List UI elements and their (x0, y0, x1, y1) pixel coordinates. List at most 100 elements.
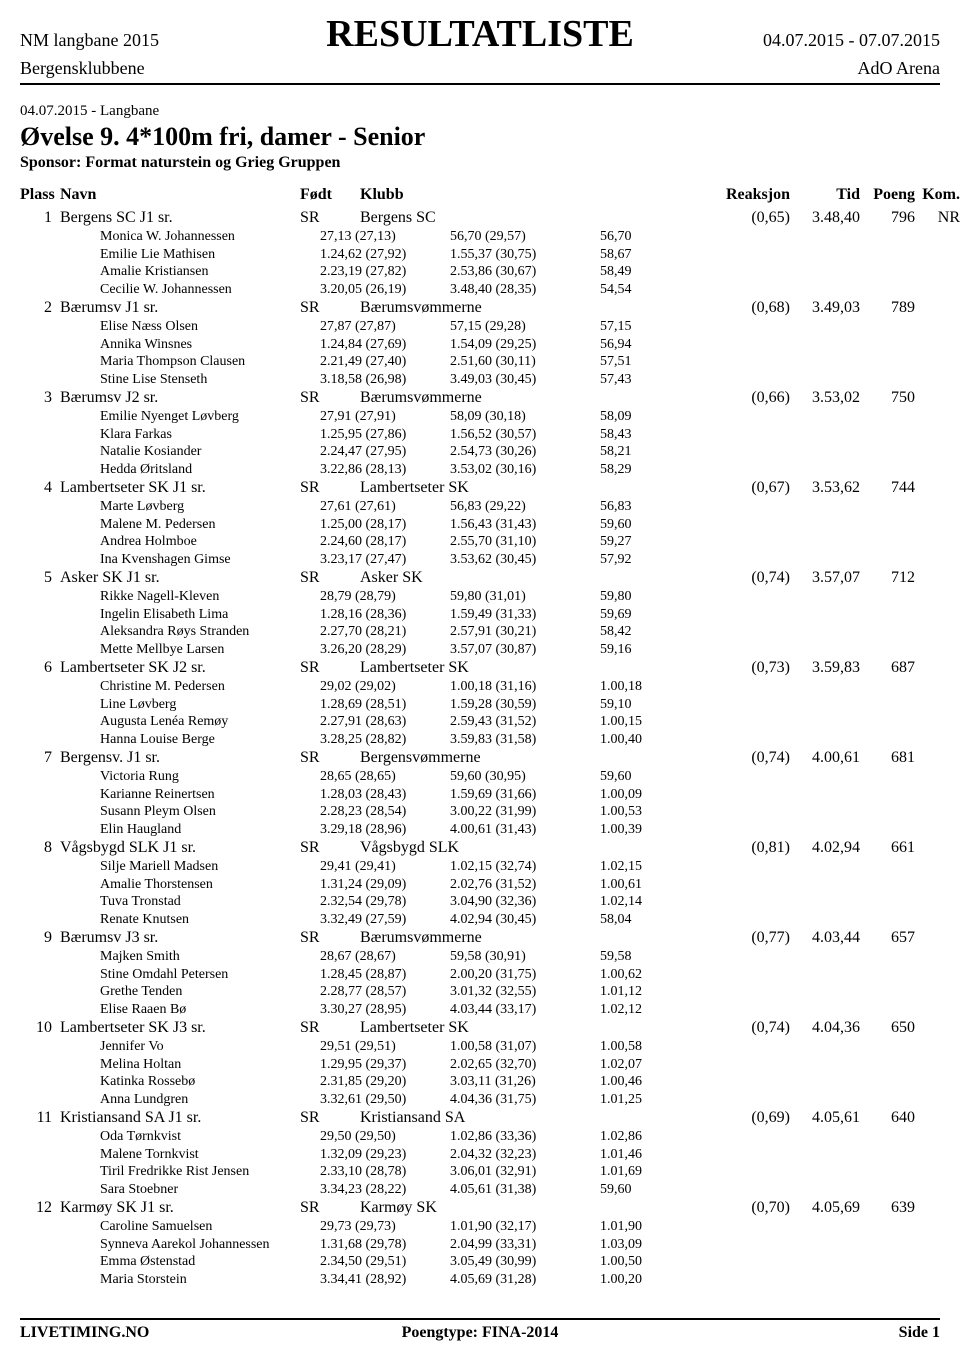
swimmer-split-1: 28,79 (28,79) (320, 588, 450, 606)
swimmer-leg-time: 58,67 (600, 246, 720, 264)
team-club: Kristiansand SA (360, 1108, 680, 1128)
swimmer-indent (20, 678, 100, 696)
team-name: Lambertseter SK J2 sr. (60, 658, 300, 678)
swimmer-split-1: 3.32,61 (29,50) (320, 1091, 450, 1109)
team-comment (915, 1108, 960, 1128)
team-row: 1Bergens SC J1 sr.SRBergens SC(0,65)3.48… (20, 208, 940, 228)
swimmer-split-1: 2.27,70 (28,21) (320, 623, 450, 641)
team-club: Lambertseter SK (360, 478, 680, 498)
swimmer-leg-time: 57,92 (600, 551, 720, 569)
swimmer-leg-time: 56,70 (600, 228, 720, 246)
swimmer-indent (20, 606, 100, 624)
swimmer-split-1: 27,87 (27,87) (320, 318, 450, 336)
swimmer-indent (20, 1218, 100, 1236)
place: 8 (20, 838, 60, 858)
swimmer-name: Aleksandra Røys Stranden (100, 623, 320, 641)
swimmer-row: Susann Pleym Olsen2.28,23 (28,54)3.00,22… (20, 803, 940, 821)
swimmer-split-1: 2.33,10 (28,78) (320, 1163, 450, 1181)
place: 6 (20, 658, 60, 678)
team-reaction: (0,65) (680, 208, 790, 228)
swimmer-split-2: 2.04,99 (33,31) (450, 1236, 600, 1254)
swimmer-split-1: 1.24,84 (27,69) (320, 336, 450, 354)
swimmer-leg-time: 54,54 (600, 281, 720, 299)
swimmer-split-1: 1.28,45 (28,87) (320, 966, 450, 984)
swimmer-row: Stine Omdahl Petersen1.28,45 (28,87)2.00… (20, 966, 940, 984)
team-row: 4Lambertseter SK J1 sr.SRLambertseter SK… (20, 478, 940, 498)
swimmer-leg-time: 1.03,09 (600, 1236, 720, 1254)
swimmer-split-1: 3.34,41 (28,92) (320, 1271, 450, 1289)
team-reaction: (0,68) (680, 298, 790, 318)
swimmer-split-2: 1.02,15 (32,74) (450, 858, 600, 876)
team-comment (915, 838, 960, 858)
swimmer-name: Anna Lundgren (100, 1091, 320, 1109)
swimmer-split-1: 1.31,68 (29,78) (320, 1236, 450, 1254)
swimmer-row: Annika Winsnes1.24,84 (27,69)1.54,09 (29… (20, 336, 940, 354)
swimmer-row: Katinka Rossebø2.31,85 (29,20)3.03,11 (3… (20, 1073, 940, 1091)
place: 12 (20, 1198, 60, 1218)
venue-name: AdO Arena (858, 58, 940, 79)
swimmer-leg-time: 59,27 (600, 533, 720, 551)
team-row: 6Lambertseter SK J2 sr.SRLambertseter SK… (20, 658, 940, 678)
swimmer-split-1: 2.28,77 (28,57) (320, 983, 450, 1001)
swimmer-split-2: 4.05,69 (31,28) (450, 1271, 600, 1289)
team-reaction: (0,81) (680, 838, 790, 858)
swimmer-indent (20, 1253, 100, 1271)
team-time: 3.59,83 (790, 658, 860, 678)
swimmer-split-2: 58,09 (30,18) (450, 408, 600, 426)
swimmer-leg-time: 59,10 (600, 696, 720, 714)
swimmer-split-2: 56,83 (29,22) (450, 498, 600, 516)
swimmer-indent (20, 768, 100, 786)
swimmer-split-1: 2.24,60 (28,17) (320, 533, 450, 551)
swimmer-split-2: 1.55,37 (30,75) (450, 246, 600, 264)
swimmer-split-2: 1.02,86 (33,36) (450, 1128, 600, 1146)
team-row: 7Bergensv. J1 sr.SRBergensvømmerne(0,74)… (20, 748, 940, 768)
swimmer-split-2: 2.53,86 (30,67) (450, 263, 600, 281)
swimmer-split-1: 1.24,62 (27,92) (320, 246, 450, 264)
header-row-1: NM langbane 2015 RESULTATLISTE 04.07.201… (20, 12, 940, 56)
swimmer-leg-time: 57,15 (600, 318, 720, 336)
swimmer-leg-time: 1.02,07 (600, 1056, 720, 1074)
place: 3 (20, 388, 60, 408)
swimmer-indent (20, 623, 100, 641)
swimmer-name: Renate Knutsen (100, 911, 320, 929)
swimmer-row: Maria Thompson Clausen2.21,49 (27,40)2.5… (20, 353, 940, 371)
swimmer-leg-time: 59,60 (600, 516, 720, 534)
header-row-2: Bergensklubbene AdO Arena (20, 58, 940, 79)
swimmer-split-1: 27,91 (27,91) (320, 408, 450, 426)
swimmer-name: Amalie Kristiansen (100, 263, 320, 281)
swimmer-split-1: 2.34,50 (29,51) (320, 1253, 450, 1271)
swimmer-leg-time: 1.00,15 (600, 713, 720, 731)
swimmer-name: Hedda Øritsland (100, 461, 320, 479)
event-date: 04.07.2015 - Langbane (20, 103, 940, 120)
swimmer-row: Synneva Aarekol Johannessen1.31,68 (29,7… (20, 1236, 940, 1254)
swimmer-name: Natalie Kosiander (100, 443, 320, 461)
place: 7 (20, 748, 60, 768)
swimmer-name: Sara Stoebner (100, 1181, 320, 1199)
swimmer-name: Monica W. Johannessen (100, 228, 320, 246)
swimmer-leg-time: 1.01,12 (600, 983, 720, 1001)
swimmer-indent (20, 461, 100, 479)
team-row: 3Bærumsv J2 sr.SRBærumsvømmerne(0,66)3.5… (20, 388, 940, 408)
swimmer-split-2: 59,80 (31,01) (450, 588, 600, 606)
swimmer-split-1: 2.32,54 (29,78) (320, 893, 450, 911)
team-time: 4.05,69 (790, 1198, 860, 1218)
swimmer-leg-time: 59,60 (600, 1181, 720, 1199)
swimmer-indent (20, 1163, 100, 1181)
swimmer-leg-time: 56,83 (600, 498, 720, 516)
swimmer-indent (20, 966, 100, 984)
swimmer-name: Elise Næss Olsen (100, 318, 320, 336)
swimmer-indent (20, 1236, 100, 1254)
team-born: SR (300, 748, 360, 768)
swimmer-split-2: 3.04,90 (32,36) (450, 893, 600, 911)
swimmer-leg-time: 59,16 (600, 641, 720, 659)
swimmer-split-2: 3.48,40 (28,35) (450, 281, 600, 299)
swimmer-split-2: 1.59,69 (31,66) (450, 786, 600, 804)
swimmer-row: Jennifer Vo29,51 (29,51)1.00,58 (31,07)1… (20, 1038, 940, 1056)
swimmer-split-1: 29,41 (29,41) (320, 858, 450, 876)
team-club: Vågsbygd SLK (360, 838, 680, 858)
swimmer-row: Elise Næss Olsen27,87 (27,87)57,15 (29,2… (20, 318, 940, 336)
swimmer-name: Majken Smith (100, 948, 320, 966)
team-name: Karmøy SK J1 sr. (60, 1198, 300, 1218)
swimmer-row: Stine Lise Stenseth3.18,58 (26,98)3.49,0… (20, 371, 940, 389)
swimmer-leg-time: 57,51 (600, 353, 720, 371)
